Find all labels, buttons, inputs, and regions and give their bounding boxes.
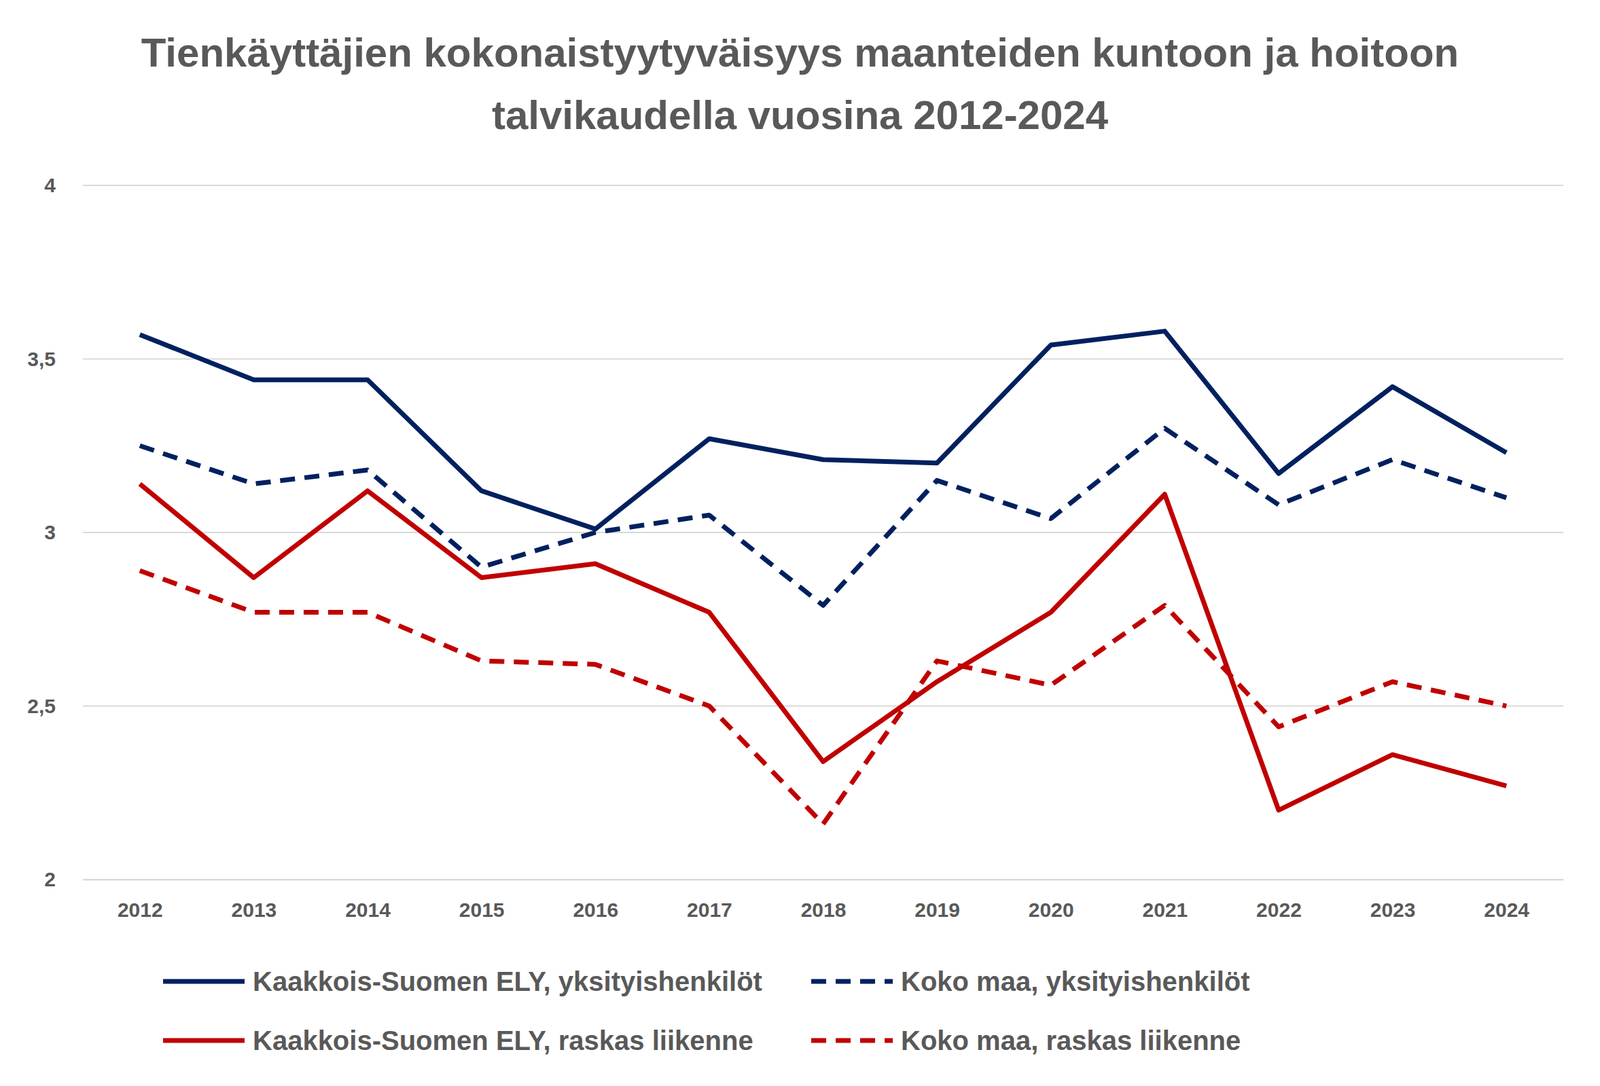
- x-tick-label: 2014: [345, 898, 391, 922]
- y-tick-label: 3,5: [27, 347, 56, 371]
- legend-label: Koko maa, raskas liikenne: [900, 1025, 1241, 1056]
- x-tick: 2024: [1483, 879, 1530, 922]
- grid-line: [82, 531, 1564, 534]
- legend-swatch: [163, 1038, 245, 1044]
- x-tick: 2015: [459, 879, 505, 922]
- title: Tienkäyttäjien kokonaistyytyväisyys maan…: [141, 29, 1459, 138]
- plot: 22,533,542012201320142015201620172018201…: [27, 173, 1564, 922]
- x-tick-label: 2012: [117, 898, 164, 922]
- lines: [139, 331, 1507, 825]
- legend-item: Koko maa, raskas liikenne: [811, 1025, 1241, 1056]
- y-tick: 3,5: [27, 347, 83, 371]
- series-line: [139, 483, 1507, 810]
- legend-swatch: [163, 979, 245, 985]
- x-tick-label: 2023: [1370, 898, 1416, 922]
- x-tick-label: 2013: [231, 898, 278, 922]
- x-tick: 2014: [345, 879, 391, 922]
- grid: [82, 185, 1564, 880]
- x-tick: 2016: [572, 879, 619, 922]
- legend-item: Koko maa, yksityishenkilöt: [811, 966, 1251, 997]
- series-line: [139, 331, 1507, 530]
- legend-label: Koko maa, yksityishenkilöt: [900, 966, 1251, 997]
- x-tick-label: 2022: [1256, 898, 1302, 922]
- grid-line: [82, 358, 1564, 361]
- x-tick: 2023: [1370, 879, 1416, 922]
- legend-swatch: [811, 979, 893, 985]
- x-tick-label: 2020: [1028, 898, 1075, 922]
- x-tick-label: 2018: [801, 898, 847, 922]
- x-tick: 2020: [1028, 879, 1075, 922]
- legend-label: Kaakkois-Suomen ELY, raskas liikenne: [252, 1025, 754, 1056]
- x-tick-label: 2016: [572, 898, 619, 922]
- legend-item: Kaakkois-Suomen ELY, raskas liikenne: [163, 1025, 754, 1056]
- series-line: [139, 570, 1507, 825]
- chart: Tienkäyttäjien kokonaistyytyväisyys maan…: [0, 0, 1600, 1086]
- grid-line: [82, 879, 1564, 881]
- x-tick: 2019: [914, 879, 960, 922]
- y-axis: 2 2,5 3 3,5 4: [27, 173, 83, 891]
- legend-item: Kaakkois-Suomen ELY, yksityishenkilöt: [163, 966, 763, 997]
- x-tick-label: 2024: [1483, 898, 1530, 922]
- grid-line: [82, 184, 1564, 187]
- y-tick: 4: [44, 173, 83, 197]
- legend-swatch: [811, 1038, 893, 1044]
- x-tick-label: 2017: [686, 898, 733, 922]
- series-line: [139, 428, 1507, 607]
- x-tick-label: 2015: [459, 898, 505, 922]
- x-tick-label: 2021: [1142, 898, 1188, 922]
- x-tick-label: 2019: [914, 898, 960, 922]
- y-tick-label: 2: [44, 868, 56, 891]
- y-tick-label: 2,5: [27, 695, 56, 718]
- y-tick-label: 3: [44, 521, 56, 544]
- y-tick-label: 4: [44, 173, 56, 197]
- y-tick: 2,5: [27, 695, 83, 718]
- x-tick: 2018: [801, 879, 847, 922]
- x-tick: 2022: [1256, 879, 1302, 922]
- x-tick: 2021: [1142, 879, 1188, 922]
- y-axis-line: [82, 186, 84, 881]
- x-tick: 2013: [231, 879, 278, 922]
- y-tick: 3: [44, 521, 83, 544]
- y-tick: 2: [44, 868, 83, 891]
- grid-line: [82, 705, 1564, 708]
- x-axis: 2012 2013 2014 2015 2016 2017 2018 2019 2020 2021…: [83, 879, 1564, 922]
- legend: Kaakkois-Suomen ELY, yksityishenkilöt Kok…: [163, 966, 1251, 1056]
- x-axis-line: [83, 879, 1564, 882]
- legend-label: Kaakkois-Suomen ELY, yksityishenkilöt: [252, 966, 763, 997]
- x-tick: 2017: [686, 879, 733, 922]
- x-tick: 2012: [117, 879, 164, 922]
